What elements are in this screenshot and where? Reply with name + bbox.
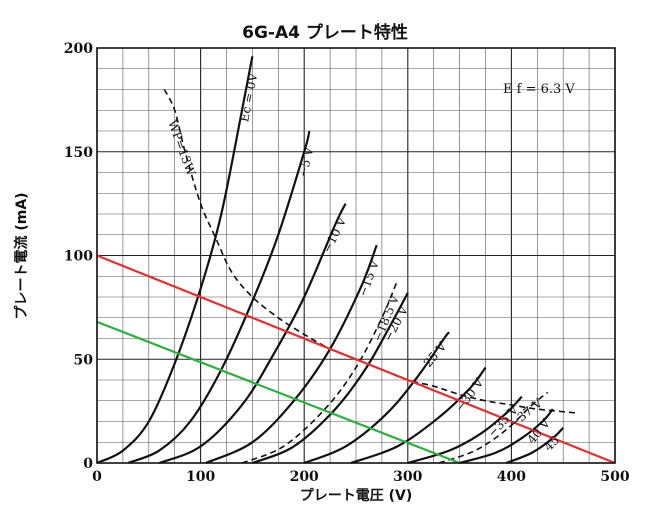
y-tick-label: 150	[64, 145, 93, 161]
max-dissipation-label: WP=13W	[165, 118, 198, 178]
x-tick-label: 0	[92, 469, 102, 485]
series-layer	[96, 56, 579, 465]
tick-label-layer: 0 100 200 300 400 500 0 50 100 150 200	[64, 41, 630, 485]
curve-ec-0v	[96, 56, 254, 465]
chart-title: 6G-A4 プレート特性	[242, 22, 408, 43]
curve-40-v	[459, 408, 554, 465]
curve-10-v	[158, 203, 347, 465]
curve-18.5-v	[241, 280, 399, 464]
curve-45-v	[505, 426, 565, 465]
x-tick-label: 400	[497, 469, 526, 485]
x-tick-label: 500	[600, 469, 629, 485]
load-line-1	[96, 254, 616, 465]
x-tick-label: 300	[393, 469, 422, 485]
filament-voltage-annotation: E f = 6.3 V	[503, 82, 575, 97]
load-line-2	[96, 320, 460, 465]
y-tick-label: 200	[64, 41, 93, 57]
curve-label: 45	[541, 433, 562, 454]
y-axis-label: プレート電流 (mA)	[13, 192, 30, 319]
curve-15-v	[205, 244, 378, 465]
curve-label: −15 V	[356, 258, 382, 299]
curve-label: −25 V	[414, 339, 449, 377]
y-tick-label: 0	[83, 456, 93, 472]
y-tick-label: 100	[64, 249, 93, 265]
curve-label: Ec = 0V	[237, 72, 260, 124]
curve-20-v	[251, 292, 409, 465]
curve-label: −5 V	[296, 146, 317, 179]
curve-5-v	[127, 130, 311, 465]
load-line-layer	[96, 254, 616, 465]
curve-37-v	[438, 391, 549, 464]
curve-25-v	[303, 331, 451, 465]
x-tick-label: 100	[186, 469, 215, 485]
curve-30-v	[350, 366, 487, 465]
plot-frame	[96, 47, 616, 464]
y-tick-label: 50	[74, 352, 94, 368]
x-axis-label: プレート電圧 (V)	[300, 487, 413, 504]
x-tick-label: 200	[290, 469, 319, 485]
